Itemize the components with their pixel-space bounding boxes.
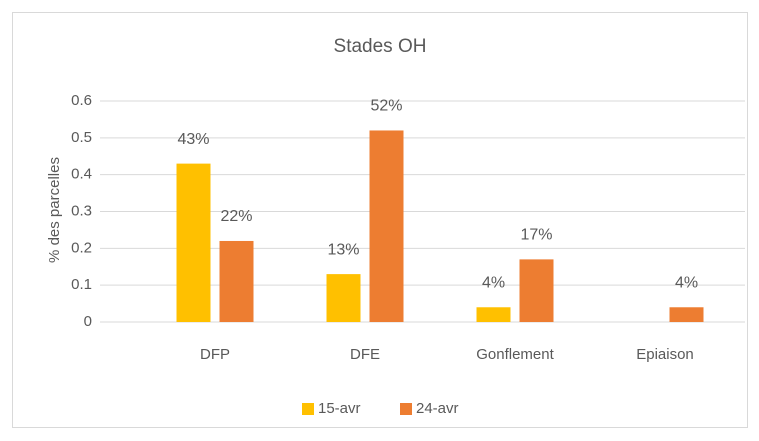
x-tick-label: DFE — [350, 346, 380, 363]
data-label: 43% — [177, 131, 209, 148]
y-tick-label: 0.5 — [71, 129, 92, 146]
y-tick-label: 0 — [84, 313, 92, 330]
data-label: 13% — [327, 241, 359, 258]
y-tick-label: 0.4 — [71, 166, 92, 183]
bar — [369, 130, 404, 322]
y-tick-label: 0.3 — [71, 202, 92, 219]
y-axis-label: % des parcelles — [46, 157, 63, 263]
bar — [326, 274, 361, 322]
data-label: 22% — [220, 208, 252, 225]
y-tick-label: 0.6 — [71, 92, 92, 109]
data-label: 17% — [520, 227, 552, 244]
y-tick-label: 0.1 — [71, 276, 92, 293]
x-tick-label: DFP — [200, 346, 230, 363]
y-tick-label: 0.2 — [71, 239, 92, 256]
x-tick-label: Epiaison — [636, 346, 694, 363]
legend-swatch — [302, 403, 314, 415]
bar — [219, 240, 254, 322]
chart-title: Stades OH — [334, 36, 427, 57]
legend-swatch — [400, 403, 412, 415]
data-label: 4% — [675, 274, 698, 291]
bar — [476, 307, 511, 322]
data-label: 52% — [370, 98, 402, 115]
bar — [176, 163, 211, 322]
data-label: 4% — [482, 274, 505, 291]
bar — [669, 307, 704, 322]
bar — [519, 259, 554, 322]
x-tick-label: Gonflement — [476, 346, 554, 363]
legend-label: 15-avr — [318, 400, 361, 417]
legend-label: 24-avr — [416, 400, 459, 417]
